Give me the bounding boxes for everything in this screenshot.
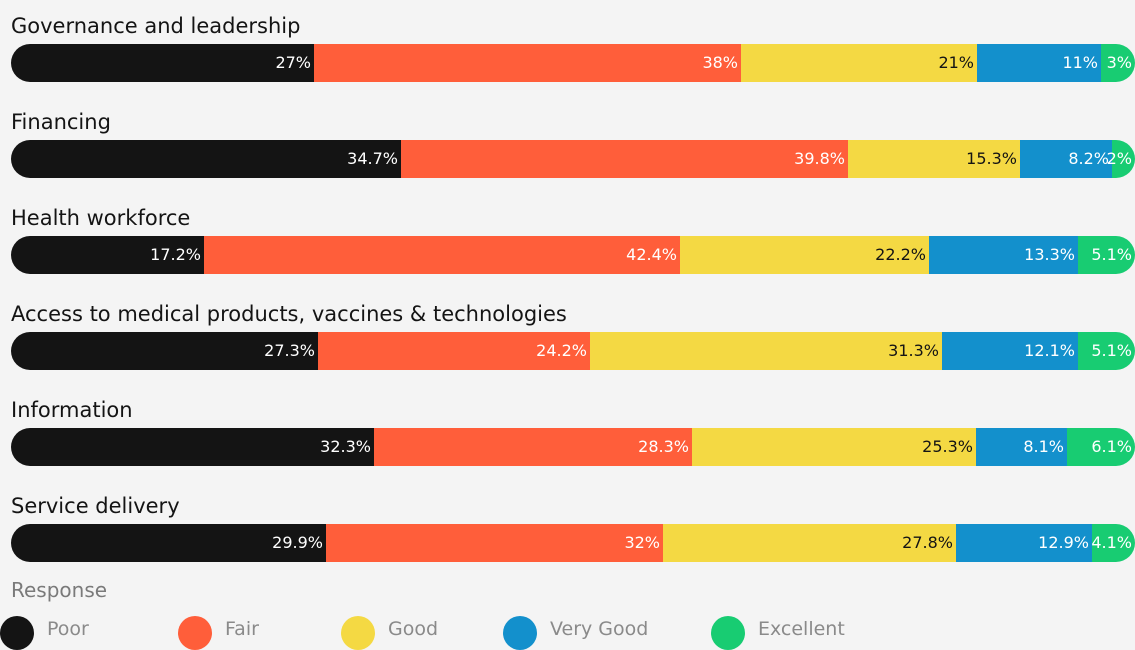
data-label: 27% [275,53,311,72]
data-label: 32.3% [320,437,371,456]
legend-label: Fair [225,618,259,640]
stacked-bar: 29.9% 32% 27.8% 12.9% 4.1% [11,524,1135,562]
legend: Poor Fair Good Very Good Excellent [0,612,1135,650]
data-label: 8.1% [1023,437,1064,456]
bar-segment-excellent: 6.1% [1067,428,1135,466]
category-label: Governance and leadership [11,14,301,38]
bar-segment-excellent: 2% [1107,140,1135,178]
bar-segment-excellent: 4.1% [1091,524,1135,562]
category-label: Health workforce [11,206,191,230]
bar-segment-good: 21% [741,44,977,82]
bar-segment-good: 31.3% [590,332,942,370]
bar-segment-good: 22.2% [680,236,929,274]
category-label: Financing [11,110,111,134]
data-label: 15.3% [966,149,1017,168]
stacked-bar: 27.3% 24.2% 31.3% 12.1% 5.1% [11,332,1135,370]
category-label: Access to medical products, vaccines & t… [11,302,567,326]
data-label: 6.1% [1091,437,1132,456]
category-label: Information [11,398,133,422]
stacked-bar: 17.2% 42.4% 22.2% 13.3% 5.1% [11,236,1135,274]
bar-segment-excellent: 5.1% [1078,332,1135,370]
bar-segment-fair: 24.2% [318,332,590,370]
bar-segment-excellent: 5.1% [1078,236,1135,274]
data-label: 22.2% [875,245,926,264]
bar-segment-fair: 38% [314,44,741,82]
data-label: 38% [702,53,738,72]
data-label: 12.1% [1024,341,1075,360]
stacked-bar: 34.7% 39.8% 15.3% 8.2% 2% [11,140,1135,178]
bar-segment-very-good: 8.1% [976,428,1067,466]
data-label: 2% [1106,149,1132,168]
bar-segment-good: 25.3% [692,428,976,466]
data-label: 5.1% [1091,245,1132,264]
bar-segment-poor: 17.2% [11,236,204,274]
bar-segment-good: 27.8% [663,524,956,562]
legend-swatch [503,616,537,650]
legend-label: Very Good [550,618,649,640]
legend-swatch [711,616,745,650]
legend-swatch [0,616,34,650]
data-label: 17.2% [150,245,201,264]
bar-segment-very-good: 12.9% [956,524,1092,562]
legend-label: Excellent [758,618,845,640]
data-label: 4.1% [1091,533,1132,552]
stacked-bar: 32.3% 28.3% 25.3% 8.1% 6.1% [11,428,1135,466]
bar-segment-poor: 32.3% [11,428,374,466]
data-label: 34.7% [347,149,398,168]
legend-swatch [178,616,212,650]
bar-segment-good: 15.3% [848,140,1020,178]
data-label: 27.3% [264,341,315,360]
data-label: 12.9% [1038,533,1089,552]
data-label: 27.8% [902,533,953,552]
data-label: 42.4% [626,245,677,264]
data-label: 3% [1106,53,1132,72]
bar-segment-fair: 28.3% [374,428,692,466]
legend-title: Response [11,578,108,602]
stacked-bar: 27% 38% 21% 11% 3% [11,44,1135,82]
data-label: 31.3% [888,341,939,360]
data-label: 39.8% [794,149,845,168]
data-label: 11% [1062,53,1098,72]
bar-segment-very-good: 12.1% [942,332,1078,370]
data-label: 13.3% [1024,245,1075,264]
data-label: 29.9% [272,533,323,552]
bar-segment-poor: 34.7% [11,140,401,178]
legend-label: Poor [47,618,89,640]
bar-segment-excellent: 3% [1101,44,1135,82]
legend-swatch [341,616,375,650]
bar-segment-very-good: 11% [977,44,1101,82]
bar-segment-fair: 42.4% [204,236,680,274]
data-label: 5.1% [1091,341,1132,360]
data-label: 25.3% [922,437,973,456]
bar-segment-very-good: 8.2% [1020,140,1112,178]
data-label: 24.2% [536,341,587,360]
bar-segment-poor: 27.3% [11,332,318,370]
legend-label: Good [388,618,439,640]
bar-segment-poor: 27% [11,44,314,82]
bar-segment-fair: 32% [326,524,663,562]
data-label: 28.3% [638,437,689,456]
bar-segment-poor: 29.9% [11,524,326,562]
bar-segment-very-good: 13.3% [929,236,1078,274]
bar-segment-fair: 39.8% [401,140,848,178]
data-label: 21% [938,53,974,72]
data-label: 8.2% [1068,149,1109,168]
data-label: 32% [624,533,660,552]
category-label: Service delivery [11,494,180,518]
